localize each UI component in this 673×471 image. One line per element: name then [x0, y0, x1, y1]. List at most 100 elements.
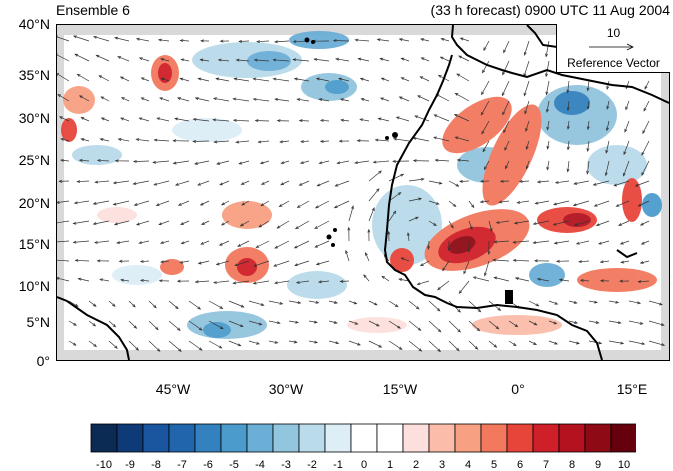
wind-vector: [361, 98, 370, 102]
wind-vector-head: [57, 200, 60, 204]
wind-vector-head: [573, 223, 578, 227]
wind-vector: [299, 180, 310, 186]
wind-vector: [236, 140, 250, 143]
wind-vector: [533, 220, 550, 225]
wind-vector-head: [380, 77, 385, 81]
wind-vector: [248, 320, 262, 325]
wind-vector: [373, 160, 390, 163]
wind-vector-head: [113, 222, 118, 226]
wind-vector-head: [512, 258, 517, 262]
wind-vector-head: [398, 346, 403, 350]
wind-vector-head: [213, 140, 218, 144]
wind-vector: [60, 138, 70, 142]
lat-tick-10n: 10°N: [18, 278, 50, 294]
wind-vector: [504, 140, 510, 151]
wind-vector: [221, 200, 230, 206]
wind-vector-head: [419, 76, 424, 80]
wind-vector: [88, 340, 97, 347]
wind-vector-head: [532, 222, 537, 226]
wind-vector-head: [120, 97, 125, 101]
wind-vector: [113, 200, 130, 205]
wind-vector: [642, 120, 650, 134]
colorbar-cell: [246, 423, 274, 453]
wind-vector-head: [276, 321, 281, 325]
wind-vector: [239, 40, 250, 42]
wind-vector: [638, 280, 650, 283]
wind-vector: [197, 180, 210, 186]
wind-vector: [108, 340, 118, 349]
wind-vector: [586, 160, 590, 174]
wind-vector: [281, 160, 290, 164]
wind-vector-head: [546, 126, 550, 131]
wind-vector: [455, 92, 470, 102]
wind-vector-head: [158, 279, 163, 283]
wind-vector: [488, 340, 497, 348]
wind-vector-head: [525, 128, 528, 132]
wind-vector-head: [293, 340, 298, 344]
wind-vector-head: [554, 180, 559, 184]
wind-vector-head: [219, 326, 224, 330]
wind-vector-head: [579, 278, 584, 283]
wind-vector-head: [252, 97, 257, 101]
wind-vector: [628, 340, 645, 345]
wind-vector-head: [132, 303, 136, 308]
wind-vector: [616, 200, 630, 207]
lat-tick-0: 0°: [36, 353, 50, 369]
wind-vector: [173, 160, 190, 164]
wind-vector-head: [354, 161, 358, 165]
wind-vector: [503, 40, 510, 53]
wind-vector-head: [378, 344, 383, 348]
wind-vector: [154, 180, 170, 186]
wind-vector-head: [292, 40, 297, 44]
wind-vector: [340, 280, 350, 282]
wind-vector-head: [437, 74, 442, 78]
wind-vector-head: [213, 97, 217, 101]
wind-vector: [219, 180, 230, 186]
wind-vector: [97, 159, 110, 162]
wind-vector: [273, 78, 290, 82]
wind-vector: [180, 260, 190, 264]
wind-vector: [434, 114, 450, 122]
wind-vector: [618, 220, 630, 226]
wind-vector-head: [95, 54, 100, 58]
wind-vector: [234, 260, 250, 266]
wind-vector: [643, 100, 650, 112]
wind-vector: [213, 280, 230, 284]
wind-vector-head: [78, 95, 83, 99]
wind-vector: [234, 78, 250, 82]
wind-vector-head: [439, 56, 444, 60]
wind-vector-head: [259, 161, 264, 165]
wind-vector: [136, 220, 150, 226]
wind-vector: [193, 118, 210, 122]
wind-vector-head: [480, 111, 484, 116]
wind-vector: [168, 320, 181, 331]
wind-vector-head: [339, 279, 344, 283]
wind-vector: [488, 220, 493, 232]
colorbar-tick-label: 9: [594, 459, 602, 471]
wind-vector-head: [313, 57, 318, 61]
wind-vector: [448, 200, 457, 207]
wind-vector: [201, 220, 210, 225]
wind-vector: [73, 220, 90, 224]
wind-vector-head: [156, 117, 161, 121]
wind-vector-head: [58, 116, 63, 120]
wind-vector-head: [57, 72, 60, 76]
wind-vector-head: [518, 179, 523, 183]
wind-vector: [239, 160, 250, 165]
wind-vector: [293, 59, 310, 62]
wind-vector: [517, 200, 530, 204]
wind-vector-head: [546, 145, 550, 150]
wind-vector: [337, 160, 350, 164]
wind-vector-head: [493, 276, 498, 280]
wind-vector: [435, 159, 450, 162]
wind-vector: [641, 140, 650, 156]
wind-vector: [180, 78, 190, 82]
wind-vector-head: [637, 280, 642, 284]
wind-vector: [567, 100, 570, 111]
wind-vector: [120, 279, 130, 282]
wind-vector: [360, 118, 370, 122]
wind-vector-head: [373, 302, 378, 306]
wind-vector-head: [536, 277, 541, 281]
wind-vector-head: [235, 58, 240, 62]
wind-vector-head: [160, 260, 164, 264]
